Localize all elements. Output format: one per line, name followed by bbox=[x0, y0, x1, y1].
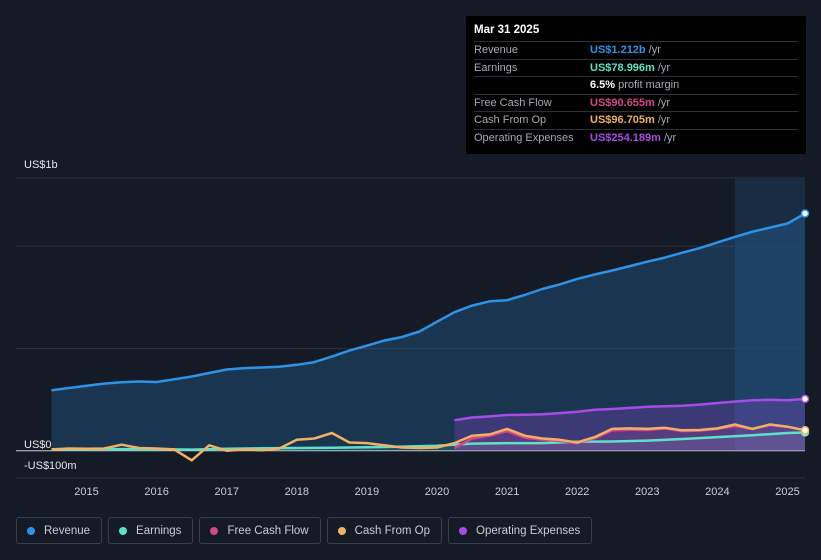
legend-label: Revenue bbox=[44, 524, 91, 537]
tooltip-unit: /yr bbox=[657, 114, 671, 127]
tooltip-value: US$90.655m bbox=[590, 96, 655, 109]
x-tick-2022: 2022 bbox=[565, 486, 589, 498]
legend-operating-expenses[interactable]: Operating Expenses bbox=[448, 517, 593, 544]
legend-label: Cash From Op bbox=[354, 524, 431, 537]
x-axis: 2015 2016 2017 2018 2019 2020 2021 2022 2023 2024… bbox=[74, 486, 799, 498]
tooltip-unit: /yr bbox=[648, 44, 661, 57]
legend-free-cash-flow[interactable]: Free Cash Flow bbox=[199, 517, 321, 544]
tooltip-row-operating-expenses: Operating Expenses US$254.189m/yr bbox=[474, 128, 798, 147]
cash-from-op-end-marker bbox=[800, 426, 810, 435]
tooltip-value: US$78.996m bbox=[590, 61, 655, 74]
x-tick-2018: 2018 bbox=[285, 486, 309, 498]
legend-dot-icon bbox=[337, 526, 346, 535]
y-label-bottom: -US$100m bbox=[24, 460, 77, 472]
tooltip-label: Earnings bbox=[474, 61, 518, 74]
x-tick-2015: 2015 bbox=[74, 486, 98, 498]
revenue-area bbox=[51, 213, 805, 451]
y-label-zero: US$0 bbox=[24, 439, 52, 451]
legend-revenue[interactable]: Revenue bbox=[16, 517, 103, 544]
x-tick-2016: 2016 bbox=[144, 486, 168, 498]
legend-earnings[interactable]: Earnings bbox=[108, 517, 194, 544]
x-tick-2017: 2017 bbox=[214, 486, 238, 498]
tooltip-date: Mar 31 2025 bbox=[474, 24, 540, 36]
y-label-top: US$1b bbox=[24, 159, 58, 171]
legend-label: Earnings bbox=[136, 524, 182, 537]
earnings-area bbox=[51, 432, 805, 451]
tooltip-row-revenue: Revenue US$1.212b/yr bbox=[474, 41, 798, 59]
tooltip-unit: /yr bbox=[657, 96, 671, 109]
x-tick-2023: 2023 bbox=[635, 486, 659, 498]
legend-dot-icon bbox=[27, 526, 35, 535]
series-end-markers bbox=[800, 209, 810, 437]
tooltip-label: Revenue bbox=[474, 44, 519, 57]
legend-label: Operating Expenses bbox=[476, 524, 581, 537]
x-tick-2021: 2021 bbox=[495, 486, 519, 498]
tooltip-value: US$1.212b bbox=[590, 44, 646, 57]
x-tick-2025: 2025 bbox=[775, 486, 799, 498]
tooltip-unit: profit margin bbox=[618, 79, 680, 92]
tooltip-label: Free Cash Flow bbox=[474, 96, 552, 109]
legend-cash-from-op[interactable]: Cash From Op bbox=[326, 517, 443, 544]
legend-dot-icon bbox=[210, 526, 219, 535]
legend-label: Free Cash Flow bbox=[227, 524, 309, 537]
tooltip-row-free-cash-flow: Free Cash Flow US$90.655m/yr bbox=[474, 93, 798, 112]
data-tooltip: Mar 31 2025 Revenue US$1.212b/yr Earnings U… bbox=[466, 16, 806, 154]
tooltip-label: Operating Expenses bbox=[474, 131, 574, 144]
chart-legend: Revenue Earnings Free Cash Flow Cash From O… bbox=[16, 517, 593, 544]
operating-expenses-line bbox=[454, 397, 806, 422]
earnings-line bbox=[51, 431, 806, 451]
series-lines bbox=[51, 212, 806, 462]
legend-dot-icon bbox=[119, 526, 128, 535]
revenue-end-marker bbox=[800, 209, 810, 218]
x-tick-2019: 2019 bbox=[355, 486, 379, 498]
tooltip-value: US$96.705m bbox=[590, 114, 655, 127]
revenue-line bbox=[51, 212, 806, 392]
forecast-highlight-band bbox=[734, 178, 805, 451]
tooltip-unit: /yr bbox=[663, 131, 677, 144]
tooltip-row-earnings: Earnings US$78.996m/yr bbox=[474, 58, 798, 77]
grid-lines bbox=[16, 177, 805, 479]
tooltip-row-cash-from-op: Cash From Op US$96.705m/yr bbox=[474, 111, 798, 129]
tooltip-value: 6.5% bbox=[590, 79, 616, 92]
tooltip-row-profit-margin: 6.5% profit margin bbox=[474, 76, 798, 94]
cash-from-op-line bbox=[51, 423, 806, 462]
tooltip-value: US$254.189m bbox=[590, 131, 661, 144]
operating-expenses-end-marker bbox=[800, 394, 810, 404]
x-tick-2024: 2024 bbox=[705, 486, 729, 498]
legend-dot-icon bbox=[459, 526, 468, 535]
x-tick-2020: 2020 bbox=[425, 486, 449, 498]
tooltip-label: Cash From Op bbox=[474, 114, 547, 127]
tooltip-unit: /yr bbox=[657, 61, 671, 74]
